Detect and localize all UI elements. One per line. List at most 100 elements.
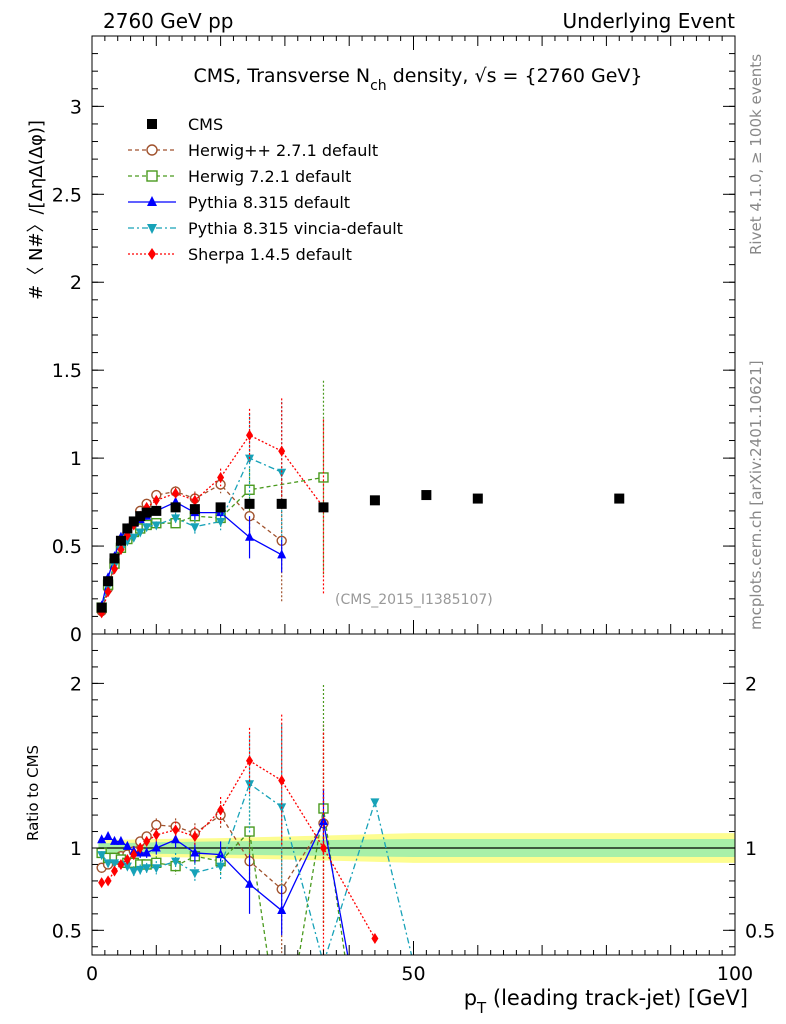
rivet-label: Rivet 4.1.0, ≥ 100k events	[747, 54, 765, 255]
series-point	[277, 468, 287, 478]
ratio-data	[96, 685, 413, 955]
ratio-point	[152, 829, 160, 841]
series-line	[101, 483, 283, 612]
ratio-y-tick-label-right: 2	[745, 673, 757, 695]
series-point	[217, 471, 225, 483]
x-axis-label-a: p	[464, 986, 477, 1010]
ratio-point	[151, 842, 161, 852]
legend-label: Herwig++ 2.7.1 default	[188, 141, 378, 160]
cms-data-point	[244, 498, 255, 509]
series-point	[216, 517, 226, 527]
cms-data-point	[215, 502, 226, 513]
ratio-point	[318, 816, 328, 826]
series-point	[142, 523, 152, 533]
series-point	[104, 586, 112, 598]
ratio-point	[319, 842, 327, 854]
series-point	[277, 549, 287, 559]
ratio-point	[278, 775, 286, 787]
x-axis-label-sub: T	[476, 999, 487, 1017]
ratio-point	[97, 834, 107, 844]
ratio-series-line	[101, 782, 413, 955]
series-point	[117, 544, 125, 556]
series-point	[190, 523, 200, 533]
ratio-point	[151, 864, 161, 874]
cms-data-point	[369, 495, 380, 506]
cms-data-point	[141, 507, 152, 518]
main-y-tick-label: 0.5	[52, 536, 82, 558]
legend-label: Pythia 8.315 default	[188, 193, 350, 212]
header-right: Underlying Event	[562, 9, 735, 33]
ratio-point	[370, 798, 380, 808]
main-y-tick-label: 1	[70, 448, 82, 470]
main-y-tick-label: 3	[70, 96, 82, 118]
cms-data-point	[189, 504, 200, 515]
x-tick-label: 100	[717, 963, 753, 985]
legend-entry: Sherpa 1.4.5 default	[128, 245, 352, 264]
plot-title-a: CMS, Transverse N	[194, 65, 371, 87]
series-point	[172, 487, 180, 499]
cms-data-point	[318, 502, 329, 513]
main-y-tick-label: 2.5	[52, 184, 82, 206]
legend-label: Pythia 8.315 vincia-default	[188, 219, 403, 238]
series-sherpa-1-4-5-default	[98, 398, 327, 619]
series-point	[171, 514, 181, 524]
main-y-tick-label: 2	[70, 272, 82, 294]
ratio-point	[190, 847, 200, 857]
series-point	[129, 533, 139, 543]
legend-marker	[147, 119, 157, 129]
ratio-series-pythia-8-315-default	[97, 788, 349, 955]
legend-entry: Pythia 8.315 default	[128, 193, 350, 212]
ratio-point	[151, 819, 162, 831]
main-y-ticks: 0 0.5 1 1.5 2 2.5 3	[52, 53, 735, 646]
plot-title-sqrt: √s	[474, 65, 496, 87]
series-cms-data	[96, 490, 625, 613]
legend-marker	[146, 170, 158, 182]
series-point	[152, 494, 160, 506]
ratio-point	[122, 840, 132, 850]
ratio-point	[142, 864, 152, 874]
main-data	[96, 380, 625, 619]
ratio-point	[110, 835, 120, 845]
x-axis-label-b: (leading track-jet) [GeV]	[486, 986, 748, 1010]
plot-title-b: density,	[387, 65, 475, 87]
ratio-series-sherpa-1-4-5-default	[98, 714, 379, 955]
cms-data-point	[109, 553, 120, 564]
main-panel: 0 0.5 1 1.5 2 2.5 3	[52, 35, 736, 646]
ratio-point	[143, 835, 151, 847]
y-axis-label: #〈 N#〉/[ΔηΔ(Δφ)]	[26, 120, 47, 300]
header-left: 2760 GeV pp	[103, 9, 234, 33]
ratio-y-tick-label: 2	[70, 673, 82, 695]
plot-title: CMS, Transverse Nch density, √s = {2760 …	[194, 65, 643, 94]
x-tick-label: 50	[401, 963, 425, 985]
series-line	[101, 476, 324, 608]
series-herwig-7-2-1-default	[96, 380, 329, 613]
series-point	[245, 531, 255, 541]
main-y-tick-label: 1.5	[52, 360, 82, 382]
ratio-point	[190, 869, 200, 879]
cms-data-point	[135, 511, 146, 522]
ratio-series-line	[101, 759, 376, 939]
series-point	[246, 429, 254, 441]
ratio-series-line	[101, 808, 346, 955]
ratio-series-line	[101, 819, 349, 955]
ratio-point	[129, 867, 139, 877]
legend-label: Sherpa 1.4.5 default	[188, 245, 352, 264]
ratio-point	[111, 865, 119, 877]
main-y-tick-label: 0	[70, 624, 82, 646]
mcplots-label: mcplots.cern.ch [arXiv:2401.10621]	[747, 360, 765, 630]
legend-marker	[146, 144, 158, 156]
series-point	[151, 521, 161, 531]
series-point	[191, 494, 199, 506]
ratio-y-tick-label-right: 1	[745, 838, 757, 860]
legend-entry: Herwig++ 2.7.1 default	[128, 141, 378, 160]
ratio-point	[371, 933, 379, 945]
ratio-point	[98, 877, 106, 889]
legend: CMS Herwig++ 2.7.1 default Herwig 7.2.1 de…	[128, 115, 403, 264]
ratio-y-tick-label-right: 0.5	[745, 920, 775, 942]
plot-title-sub: ch	[370, 78, 387, 94]
ratio-point	[277, 905, 287, 915]
ratio-point	[103, 830, 113, 840]
ratio-point	[136, 842, 144, 854]
ratio-y-tick-label: 0.5	[52, 920, 82, 942]
